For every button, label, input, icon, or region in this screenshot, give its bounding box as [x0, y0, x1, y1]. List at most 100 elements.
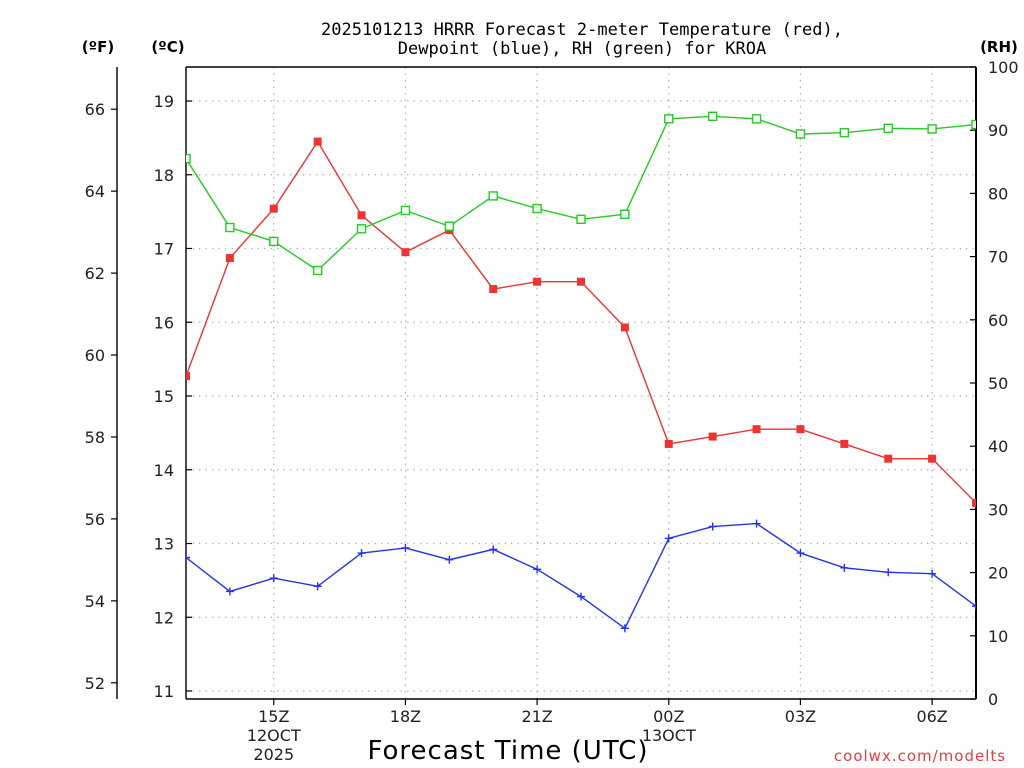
rh-point — [664, 114, 674, 124]
celsius-tick-label: 13 — [154, 535, 174, 554]
dewpoint-point — [269, 574, 278, 583]
2-meter-temperature-point — [313, 137, 322, 146]
fahrenheit-tick-label: 62 — [85, 264, 105, 283]
rh-point — [312, 265, 323, 276]
chart-series — [186, 111, 976, 633]
rh-point — [707, 111, 718, 121]
2-meter-temperature-point — [577, 277, 585, 286]
fahrenheit-tick-label: 66 — [85, 100, 105, 119]
2-meter-temperature-point — [884, 454, 893, 463]
rh-tick-label: 10 — [988, 627, 1008, 646]
rh-point — [576, 214, 586, 225]
2-meter-temperature-point — [186, 372, 190, 381]
plot-area — [186, 111, 976, 633]
rh-point — [795, 129, 806, 139]
dewpoint-point — [708, 522, 717, 531]
celsius-tick-label: 15 — [154, 387, 174, 406]
2-meter-temperature-point — [664, 439, 673, 448]
rh-point — [839, 128, 850, 138]
dewpoint-point — [489, 545, 498, 554]
dewpoint-point — [664, 534, 673, 543]
rh-point — [927, 124, 937, 134]
rh-point — [269, 236, 279, 247]
rh-point — [186, 153, 191, 164]
rh-tick-label: 50 — [988, 374, 1008, 393]
fahrenheit-tick-label: 64 — [85, 182, 105, 201]
chart-grid — [186, 67, 976, 699]
celsius-tick-label: 12 — [154, 608, 174, 627]
dewpoint-point — [445, 555, 454, 564]
rh-tick-label: 100 — [988, 58, 1019, 77]
dewpoint-point — [884, 568, 893, 577]
2-meter-temperature-point — [225, 254, 234, 263]
fahrenheit-tick-label: 52 — [85, 674, 105, 693]
fahrenheit-tick-label: 58 — [85, 428, 105, 447]
dewpoint-point — [533, 565, 542, 574]
fahrenheit-tick-label: 60 — [85, 346, 105, 365]
rh-unit-label: (RH) — [980, 38, 1018, 56]
celsius-unit-label: (ºC) — [151, 38, 184, 56]
x-tick-label: 03Z — [785, 707, 816, 726]
dewpoint-point — [186, 553, 190, 562]
dewpoint-point — [620, 624, 629, 633]
celsius-tick-label: 19 — [154, 92, 174, 111]
dewpoint-point — [313, 582, 322, 591]
rh-line — [186, 115, 976, 272]
dewpoint-point — [752, 519, 761, 528]
2-meter-temperature-point — [533, 277, 542, 286]
fahrenheit-tick-label: 56 — [85, 510, 105, 529]
2-meter-temperature-point — [840, 439, 849, 448]
rh-point — [620, 209, 630, 219]
x-tick-label: 00Z — [653, 707, 684, 726]
2-meter-temperature-point — [708, 432, 717, 441]
x-axis-label: Forecast Time (UTC) — [367, 736, 648, 766]
dewpoint-line — [186, 522, 976, 630]
celsius-tick-label: 11 — [154, 682, 174, 701]
rh-point — [532, 203, 542, 214]
dewpoint-point — [840, 563, 849, 572]
rh-tick-label: 80 — [988, 184, 1008, 203]
rh-tick-label: 40 — [988, 437, 1008, 456]
fahrenheit-unit-label: (ºF) — [82, 38, 114, 56]
dewpoint-point — [972, 602, 976, 611]
2-meter-temperature-point — [269, 204, 278, 213]
celsius-tick-label: 16 — [154, 313, 174, 332]
celsius-tick-label: 14 — [154, 461, 174, 480]
x-tick-label: 21Z — [521, 707, 552, 726]
rh-point — [225, 222, 235, 233]
x-tick-year-label: 2025 — [253, 745, 294, 764]
2-meter-temperature-point — [401, 248, 410, 257]
rh-tick-label: 70 — [988, 248, 1008, 267]
x-tick-date-label: 13OCT — [642, 726, 696, 745]
x-tick-date-label: 12OCT — [247, 726, 301, 745]
2-meter-temperature-point — [928, 454, 937, 463]
rh-tick-label: 0 — [988, 690, 998, 709]
dewpoint-point — [401, 543, 410, 552]
x-tick-label: 15Z — [258, 707, 289, 726]
x-tick-label: 06Z — [916, 707, 947, 726]
chart-title-line-2: Dewpoint (blue), RH (green) for KROA — [398, 39, 766, 59]
2-meter-temperature-point — [489, 285, 498, 294]
rh-tick-label: 60 — [988, 311, 1008, 330]
rh-point — [488, 191, 498, 201]
x-tick-label: 18Z — [390, 707, 421, 726]
dewpoint-point — [577, 592, 585, 601]
celsius-tick-label: 17 — [154, 240, 174, 259]
source-credit: coolwx.com/modelts — [834, 747, 1006, 765]
dewpoint-point — [225, 587, 234, 596]
rh-point — [883, 123, 893, 134]
rh-point — [751, 114, 762, 124]
celsius-tick-label: 18 — [154, 166, 174, 185]
dewpoint-point — [357, 549, 366, 558]
2-meter-temperature-point — [357, 211, 366, 220]
2-meter-temperature-point — [620, 323, 629, 332]
rh-point — [400, 205, 411, 216]
rh-tick-label: 20 — [988, 564, 1008, 583]
chart-title-line-1: 2025101213 HRRR Forecast 2-meter Tempera… — [321, 20, 843, 40]
rh-point — [971, 119, 976, 130]
2-meter-temperature-point — [752, 425, 761, 434]
fahrenheit-tick-label: 54 — [85, 592, 105, 611]
2-meter-temperature-point — [972, 498, 976, 507]
